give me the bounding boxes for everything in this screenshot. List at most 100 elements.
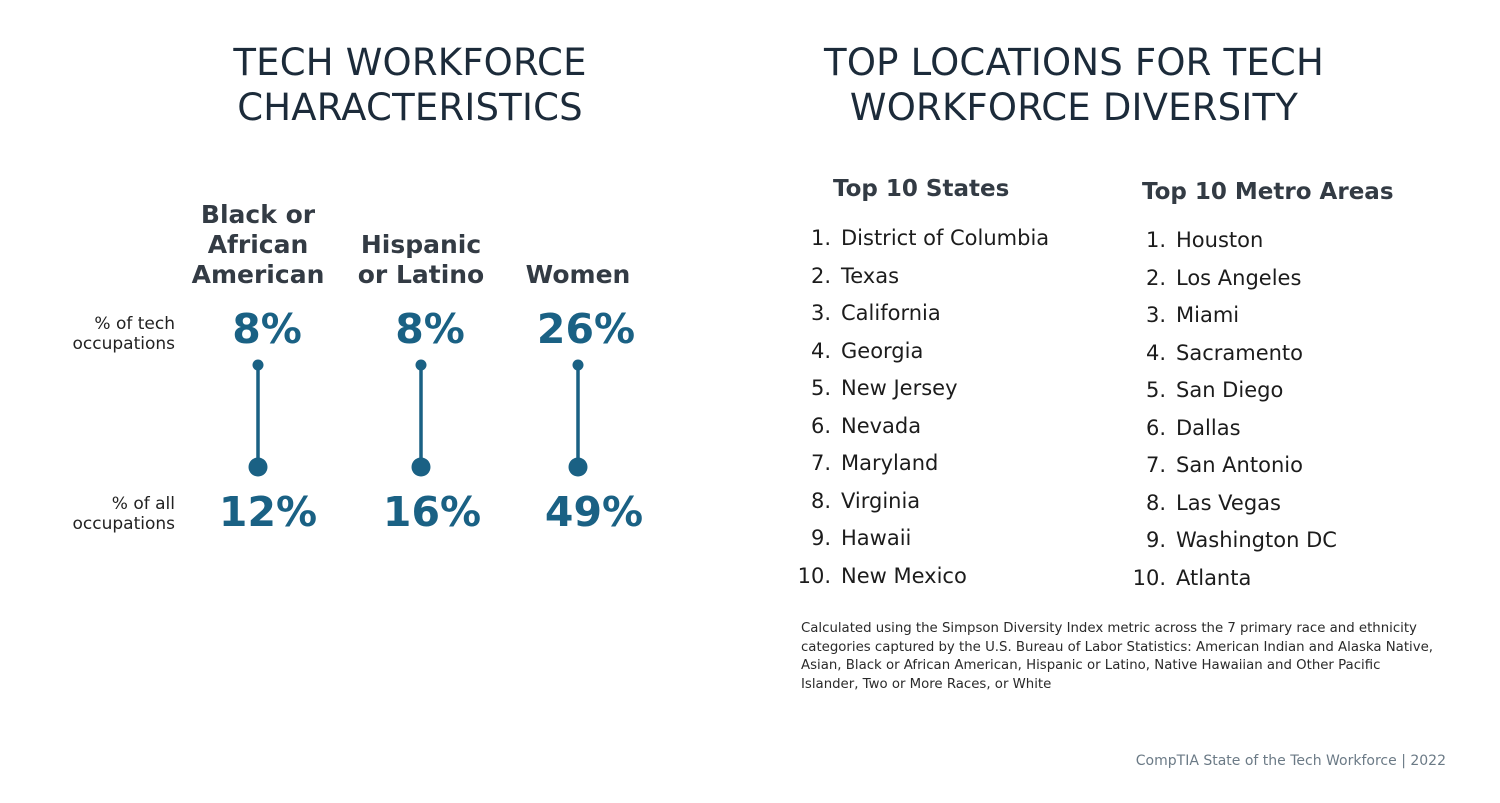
- states-header: Top 10 States: [833, 176, 1010, 202]
- metro-name: San Diego: [1176, 378, 1284, 402]
- state-name: District of Columbia: [841, 226, 1050, 250]
- metro-list-item: 10. Atlanta: [1130, 560, 1337, 598]
- state-list-item: 4. Georgia: [795, 333, 1049, 371]
- metro-list-item: 9. Washington DC: [1130, 522, 1337, 560]
- state-name: Hawaii: [841, 526, 912, 550]
- row-label-tech: % of tech occupations: [15, 314, 176, 354]
- metro-list-item: 7. San Antonio: [1130, 447, 1337, 485]
- state-list-item: 6. Nevada: [795, 408, 1049, 446]
- category-header-line: or Latino: [357, 260, 485, 289]
- state-name: Nevada: [841, 413, 922, 438]
- state-list-item: 10. New Mexico: [795, 558, 1049, 596]
- state-rank: 4.: [810, 338, 831, 363]
- metro-rank: 3.: [1145, 303, 1166, 327]
- metro-name: Atlanta: [1176, 565, 1252, 590]
- state-rank: 8.: [810, 488, 831, 513]
- category-header-line: Women: [525, 260, 631, 289]
- metro-list-item: 8. Las Vegas: [1130, 485, 1337, 523]
- right-title: TOP LOCATIONS FOR TECH WORKFORCE DIVERSI…: [774, 40, 1374, 130]
- metro-name: Washington DC: [1176, 528, 1337, 552]
- category-header-women: Women: [488, 260, 668, 290]
- row-label-tech-line-1: % of tech: [94, 314, 175, 334]
- state-rank: 2.: [810, 263, 831, 288]
- all-pct-hispanic-latino: 16%: [382, 488, 482, 536]
- state-list-item: 5. New Jersey: [795, 370, 1049, 408]
- metros-header: Top 10 Metro Areas: [1142, 179, 1394, 205]
- state-list-item: 8. Virginia: [795, 483, 1049, 521]
- metro-rank: 1.: [1145, 228, 1166, 252]
- left-title-line-1: TECH WORKFORCE: [233, 41, 587, 84]
- metro-name: San Antonio: [1176, 453, 1303, 477]
- state-rank: 5.: [810, 376, 831, 400]
- category-header-line: Black or: [200, 200, 316, 229]
- category-header-line: American: [191, 260, 325, 289]
- state-list-item: 1. District of Columbia: [795, 220, 1049, 258]
- category-header-line: Hispanic: [360, 230, 482, 259]
- tech-dot-women: [572, 359, 584, 371]
- state-rank: 10.: [797, 563, 831, 588]
- tech-pct-black-african-american: 8%: [232, 305, 302, 353]
- states-list: 1. District of Columbia 2. Texas 3. Californi…: [795, 220, 1050, 596]
- metro-rank: 2.: [1145, 265, 1166, 290]
- state-name: Maryland: [841, 451, 939, 475]
- all-pct-women: 49%: [544, 488, 644, 536]
- row-label-all: % of all occupations: [15, 494, 176, 534]
- state-rank: 6.: [810, 413, 831, 438]
- metro-rank: 10.: [1132, 565, 1166, 590]
- state-name: Georgia: [841, 338, 924, 363]
- state-list-item: 7. Maryland: [795, 445, 1049, 483]
- metro-list-item: 1. Houston: [1130, 222, 1337, 260]
- metro-name: Dallas: [1176, 415, 1241, 440]
- tech-dot-hispanic-latino: [415, 359, 427, 371]
- all-dot-black-african-american: [248, 457, 268, 477]
- tech-pct-hispanic-latino: 8%: [395, 305, 465, 353]
- right-title-line-2: WORKFORCE DIVERSITY: [849, 86, 1299, 129]
- state-name: California: [841, 301, 941, 325]
- metro-rank: 9.: [1145, 528, 1166, 552]
- metro-name: Los Angeles: [1176, 265, 1302, 290]
- metro-rank: 4.: [1145, 340, 1166, 365]
- metro-rank: 6.: [1145, 415, 1166, 440]
- all-dot-women: [568, 457, 588, 477]
- metro-list-item: 4. Sacramento: [1130, 335, 1337, 373]
- metro-list-item: 5. San Diego: [1130, 372, 1337, 410]
- tech-dot-black-african-american: [252, 359, 264, 371]
- footnote: Calculated using the Simpson Diversity I…: [801, 621, 1434, 692]
- all-pct-black-african-american: 12%: [218, 488, 318, 536]
- category-header-black-african-american: Black or African American: [168, 200, 348, 290]
- state-rank: 3.: [810, 301, 831, 325]
- metro-name: Las Vegas: [1176, 490, 1281, 515]
- left-title-line-2: CHARACTERISTICS: [237, 86, 583, 129]
- state-name: New Mexico: [841, 563, 967, 588]
- state-rank: 9.: [810, 526, 831, 550]
- row-label-tech-line-2: occupations: [72, 334, 176, 354]
- row-label-all-line-2: occupations: [72, 514, 176, 534]
- tech-pct-women: 26%: [536, 305, 636, 353]
- right-title-line-1: TOP LOCATIONS FOR TECH: [824, 41, 1324, 84]
- metro-list-item: 6. Dallas: [1130, 410, 1337, 448]
- state-rank: 1.: [810, 226, 831, 250]
- state-list-item: 2. Texas: [795, 258, 1049, 296]
- row-label-all-line-1: % of all: [111, 494, 175, 514]
- category-header-hispanic-latino: Hispanic or Latino: [331, 230, 511, 290]
- metro-list-item: 3. Miami: [1130, 297, 1337, 335]
- left-title: TECH WORKFORCE CHARACTERISTICS: [110, 40, 710, 130]
- state-rank: 7.: [810, 451, 831, 475]
- metro-list-item: 2. Los Angeles: [1130, 260, 1337, 298]
- source-credit: CompTIA State of the Tech Workforce | 20…: [1135, 753, 1446, 769]
- metro-name: Houston: [1176, 228, 1264, 252]
- metro-name: Miami: [1176, 303, 1240, 327]
- state-name: New Jersey: [841, 376, 958, 400]
- state-name: Virginia: [841, 488, 921, 513]
- state-list-item: 9. Hawaii: [795, 520, 1049, 558]
- all-dot-hispanic-latino: [411, 457, 431, 477]
- metro-rank: 8.: [1145, 490, 1166, 515]
- metro-rank: 5.: [1145, 378, 1166, 402]
- category-header-line: African: [207, 230, 309, 259]
- state-name: Texas: [841, 263, 900, 288]
- state-list-item: 3. California: [795, 295, 1049, 333]
- metro-rank: 7.: [1145, 453, 1166, 477]
- metro-name: Sacramento: [1176, 340, 1304, 365]
- metros-list: 1. Houston 2. Los Angeles 3. Miami 4. Sacrament…: [1130, 222, 1337, 597]
